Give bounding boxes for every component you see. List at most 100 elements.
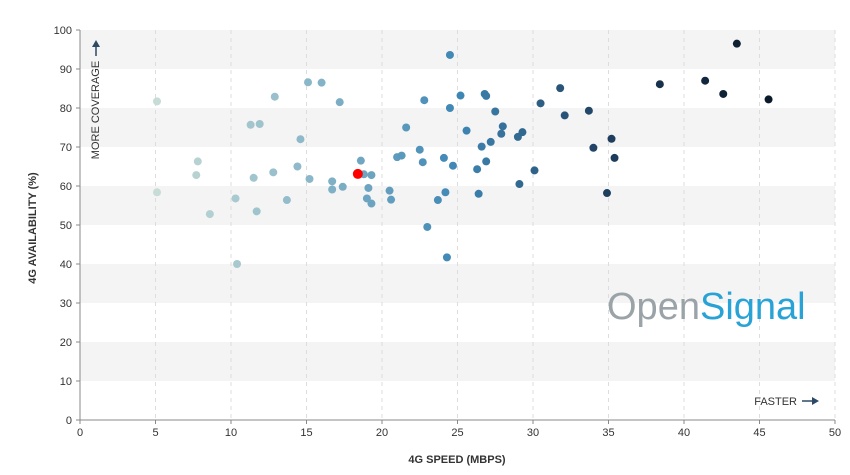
- data-point: [474, 189, 483, 198]
- x-tick-label: 45: [753, 427, 765, 439]
- data-point: [448, 161, 457, 170]
- data-point: [255, 119, 264, 128]
- data-point: [367, 199, 376, 208]
- data-point: [556, 84, 565, 93]
- data-point: [387, 195, 396, 204]
- data-point: [482, 91, 491, 100]
- data-point: [269, 168, 278, 177]
- y-tick-labels: 0 10 20 30 40 50 60 70 80 90 100: [54, 25, 80, 427]
- data-point: [338, 182, 347, 191]
- data-point: [607, 134, 616, 143]
- data-point: [423, 222, 432, 231]
- data-point: [456, 91, 465, 100]
- data-point: [497, 129, 506, 138]
- data-point: [477, 142, 486, 151]
- y-tick-label: 100: [54, 25, 72, 37]
- data-point: [356, 156, 365, 165]
- data-point: [282, 196, 291, 205]
- data-point: [249, 173, 258, 182]
- x-tick-label: 5: [152, 427, 158, 439]
- logo-part-open: Open: [607, 286, 700, 328]
- data-point: [602, 189, 611, 198]
- data-point: [518, 128, 527, 137]
- right-arrowhead-icon: [812, 397, 819, 405]
- y-tick-label: 90: [60, 64, 72, 76]
- x-tick-label: 20: [376, 427, 388, 439]
- data-point: [415, 145, 424, 154]
- data-point: [328, 177, 337, 186]
- data-point: [560, 111, 569, 120]
- data-point: [445, 50, 454, 59]
- data-point: [515, 180, 524, 189]
- y-tick-label: 40: [60, 259, 72, 271]
- x-direction-annotation: FASTER: [754, 396, 819, 408]
- y-tick-label: 60: [60, 181, 72, 193]
- highlighted-data-point: [352, 168, 363, 179]
- data-point: [482, 157, 491, 166]
- y-direction-annotation: MORE COVERAGE: [90, 40, 102, 159]
- data-point: [233, 260, 242, 268]
- data-point: [385, 186, 394, 195]
- data-point: [442, 253, 451, 262]
- data-point: [270, 92, 279, 101]
- x-tick-label: 10: [225, 427, 237, 439]
- data-point: [732, 39, 741, 48]
- data-point: [719, 89, 728, 98]
- data-point: [441, 188, 450, 197]
- data-point: [305, 174, 314, 183]
- x-tick-label: 50: [829, 427, 841, 439]
- data-point: [530, 166, 539, 175]
- data-point: [304, 78, 313, 87]
- x-tick-label: 40: [678, 427, 690, 439]
- data-point: [252, 207, 261, 216]
- data-point: [536, 99, 545, 108]
- up-arrowhead-icon: [92, 40, 100, 47]
- data-point: [364, 183, 373, 192]
- x-tick-labels: 0 5 10 15 20 25 30 35 40 45 50: [77, 420, 841, 439]
- data-point: [328, 185, 337, 194]
- data-point: [418, 158, 427, 167]
- x-tick-label: 35: [602, 427, 614, 439]
- data-point: [335, 98, 344, 107]
- opensignal-logo: OpenSignal: [607, 286, 806, 328]
- data-point: [610, 153, 619, 162]
- x-tick-label: 25: [451, 427, 463, 439]
- x-tick-label: 15: [300, 427, 312, 439]
- data-point: [764, 95, 773, 104]
- data-point: [491, 107, 500, 116]
- data-point: [498, 122, 507, 131]
- data-point: [153, 97, 162, 106]
- vertical-gridlines: [155, 30, 836, 420]
- data-point: [420, 96, 429, 105]
- data-point: [192, 171, 201, 180]
- data-point: [486, 137, 495, 146]
- data-point: [473, 165, 482, 174]
- y-tick-label: 30: [60, 298, 72, 310]
- y-tick-label: 70: [60, 142, 72, 154]
- y-axis-title: 4G AVAILABILITY (%): [27, 172, 39, 284]
- data-point: [584, 106, 593, 115]
- data-point: [402, 123, 411, 132]
- data-point: [589, 143, 598, 152]
- more-coverage-label: MORE COVERAGE: [90, 61, 102, 159]
- logo-part-signal: Signal: [700, 286, 806, 328]
- data-point: [153, 188, 162, 197]
- data-points: [153, 39, 773, 268]
- y-tick-label: 50: [60, 220, 72, 232]
- y-tick-label: 0: [66, 415, 72, 427]
- data-point: [397, 151, 406, 160]
- data-point: [445, 104, 454, 112]
- data-point: [433, 196, 442, 205]
- data-point: [367, 171, 376, 180]
- data-point: [462, 126, 471, 135]
- data-point: [655, 80, 664, 89]
- data-point: [317, 78, 326, 87]
- data-point: [701, 76, 710, 85]
- data-point: [205, 210, 214, 219]
- data-point: [296, 135, 305, 144]
- y-tick-label: 80: [60, 103, 72, 115]
- x-axis-title: 4G SPEED (MBPS): [408, 454, 506, 466]
- x-tick-label: 0: [77, 427, 83, 439]
- data-point: [231, 194, 240, 203]
